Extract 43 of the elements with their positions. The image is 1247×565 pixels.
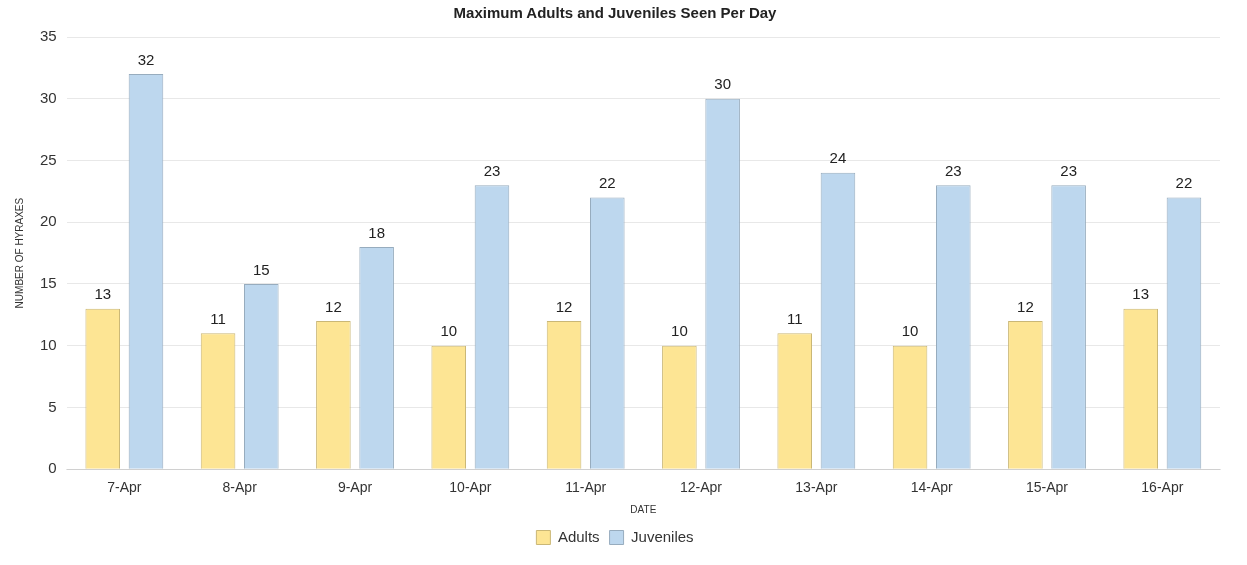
y-tick-label: 30: [40, 88, 57, 106]
x-tick-label: 10-Apr: [449, 479, 492, 496]
y-tick-label: 35: [40, 27, 57, 45]
x-tick-label: 15-Apr: [1025, 479, 1069, 496]
data-label: 13: [1132, 285, 1150, 303]
x-tick-label: 14-Apr: [910, 479, 954, 496]
data-label: 30: [714, 75, 731, 93]
chart-title: Maximum Adults and Juveniles Seen Per Day: [453, 4, 778, 22]
data-label: 18: [368, 223, 385, 241]
x-tick-label: 12-Apr: [679, 479, 723, 496]
y-tick-label: 25: [40, 150, 57, 168]
data-label: 13: [94, 285, 112, 303]
x-tick-label: 11-Apr: [565, 479, 607, 496]
data-label: 23: [483, 161, 501, 179]
x-tick-label: 8-Apr: [222, 479, 258, 496]
data-label: 23: [944, 161, 962, 179]
data-label: 12: [1017, 297, 1034, 315]
data-label: 22: [598, 174, 616, 192]
data-label: 10: [671, 322, 688, 340]
data-label: 32: [137, 50, 155, 68]
data-label: 12: [325, 297, 342, 315]
legend-label: Adults: [557, 527, 600, 545]
data-label: 15: [252, 260, 270, 278]
x-tick-label: 16-Apr: [1141, 479, 1184, 496]
data-label: 10: [440, 322, 458, 340]
y-tick-label: 10: [40, 335, 57, 353]
x-tick-label: 7-Apr: [107, 479, 142, 496]
y-tick-label: 0: [48, 459, 57, 477]
data-label: 23: [1060, 161, 1077, 179]
data-label: 12: [555, 297, 573, 315]
x-tick-label: 9-Apr: [337, 479, 373, 496]
y-axis-title: NUMBER OF HYRAXES: [13, 197, 25, 309]
data-label: 11: [210, 310, 226, 328]
y-tick-label: 15: [40, 274, 57, 292]
data-label: 24: [829, 149, 847, 167]
y-tick-label: 20: [40, 212, 57, 230]
x-tick-label: 13-Apr: [795, 479, 838, 496]
y-tick-label: 5: [48, 397, 57, 415]
x-axis-title: DATE: [630, 503, 657, 515]
data-label: 22: [1175, 174, 1193, 192]
legend-label: Juveniles: [631, 527, 694, 545]
data-label: 10: [901, 322, 919, 340]
data-label: 11: [786, 310, 803, 328]
